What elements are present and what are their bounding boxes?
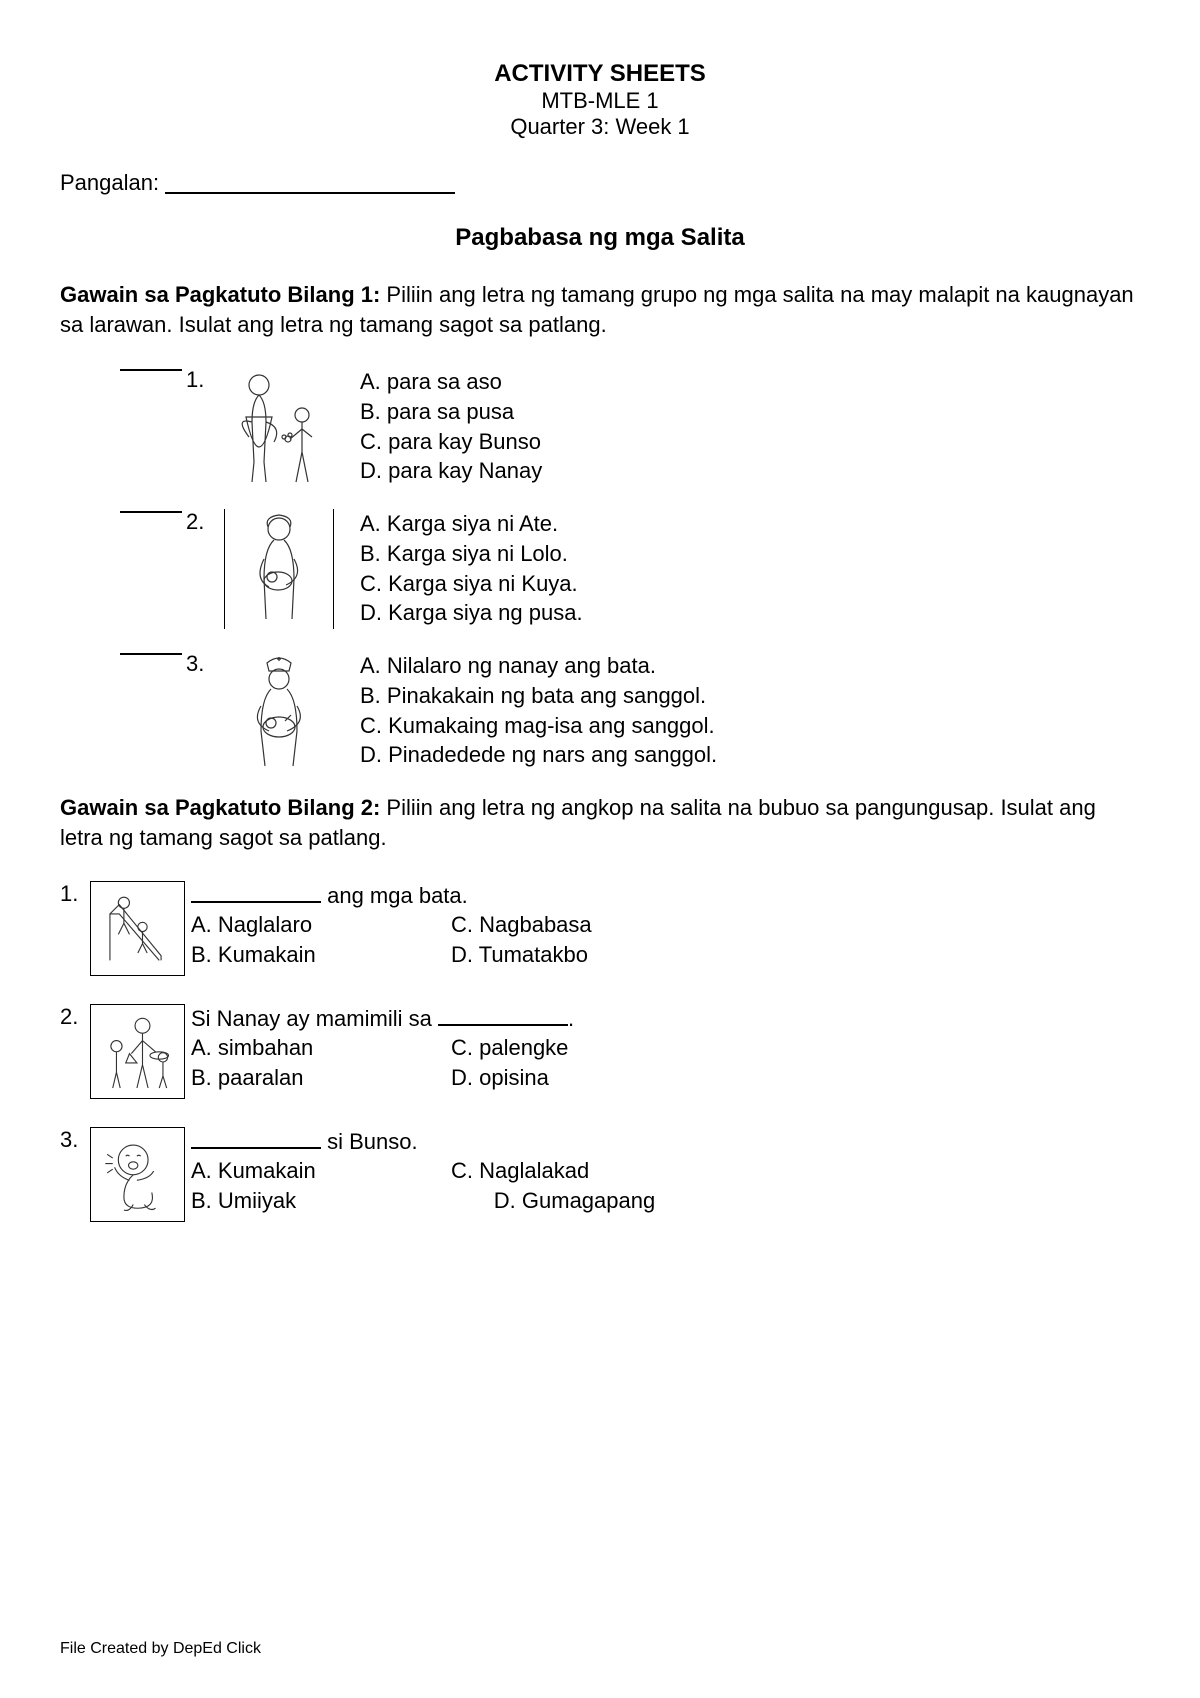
choice-a: A. simbahan bbox=[191, 1033, 451, 1063]
choice-a: A. para sa aso bbox=[360, 367, 542, 397]
header: ACTIVITY SHEETS MTB-MLE 1 Quarter 3: Wee… bbox=[60, 60, 1140, 140]
item-number: 3. bbox=[186, 651, 214, 677]
answer-blank[interactable] bbox=[120, 653, 182, 655]
gawain1-instructions: Gawain sa Pagkatuto Bilang 1: Piliin ang… bbox=[60, 280, 1140, 339]
g1-item-1: 1. A. para sa aso B. para sa pusa C. par… bbox=[60, 367, 1140, 487]
choice-c: C. Nagbabasa bbox=[451, 910, 711, 940]
sentence-post: . bbox=[568, 1006, 574, 1031]
mother-market-icon bbox=[90, 1004, 185, 1099]
col-1: A. simbahan B. paaralan bbox=[191, 1033, 451, 1092]
answer-blank[interactable] bbox=[120, 369, 182, 371]
choice-b: B. paaralan bbox=[191, 1063, 451, 1093]
choice-a: A. Kumakain bbox=[191, 1156, 451, 1186]
g2-item-3: 3. si Bunso. A. Kumakain B. Umiiyak bbox=[60, 1127, 1140, 1222]
item-number: 2. bbox=[60, 1004, 90, 1030]
sentence-post: ang mga bata. bbox=[321, 883, 468, 908]
choice-c: C. para kay Bunso bbox=[360, 427, 542, 457]
crying-baby-icon bbox=[90, 1127, 185, 1222]
col-1: A. Naglalaro B. Kumakain bbox=[191, 910, 451, 969]
illustration-wrap bbox=[214, 651, 344, 771]
g1-item-3: 3. A. Nilalaro ng nanay ang bata. B. Pin… bbox=[60, 651, 1140, 771]
gawain2-instructions: Gawain sa Pagkatuto Bilang 2: Piliin ang… bbox=[60, 793, 1140, 852]
choice-c: C. Kumakaing mag-isa ang sanggol. bbox=[360, 711, 717, 741]
g2-item-1: 1. ang mga bata. A. Naglalaro B. Kumakai… bbox=[60, 881, 1140, 976]
children-slide-icon bbox=[90, 881, 185, 976]
illustration-wrap bbox=[214, 509, 344, 629]
sentence-post: si Bunso. bbox=[321, 1129, 418, 1154]
sentence: Si Nanay ay mamimili sa . bbox=[191, 1004, 1140, 1034]
choice-b: B. Kumakain bbox=[191, 940, 451, 970]
answer-blank[interactable] bbox=[120, 511, 182, 513]
sentence: si Bunso. bbox=[191, 1127, 1140, 1157]
choice-d: D. opisina bbox=[451, 1063, 711, 1093]
choice-c: C. Naglalakad bbox=[451, 1156, 711, 1186]
choice-a: A. Nilalaro ng nanay ang bata. bbox=[360, 651, 717, 681]
g2-item-2: 2. Si Nanay ay mamimili sa . A. simbahan… bbox=[60, 1004, 1140, 1099]
sister-carrying-baby-icon bbox=[224, 509, 334, 629]
sentence-pre: Si Nanay ay mamimili sa bbox=[191, 1006, 438, 1031]
fill-blank[interactable] bbox=[438, 1024, 568, 1026]
subtitle-2: Quarter 3: Week 1 bbox=[60, 114, 1140, 140]
sentence: ang mga bata. bbox=[191, 881, 1140, 911]
choice-a: A. Naglalaro bbox=[191, 910, 451, 940]
section-title: Pagbabasa ng mga Salita bbox=[60, 224, 1140, 252]
choice-d: D. Tumatakbo bbox=[451, 940, 711, 970]
choice-b: B. para sa pusa bbox=[360, 397, 542, 427]
col-2: C. Nagbabasa D. Tumatakbo bbox=[451, 910, 711, 969]
choice-d: D. Pinadedede ng nars ang sanggol. bbox=[360, 740, 717, 770]
choice-c: C. palengke bbox=[451, 1033, 711, 1063]
item-body: si Bunso. A. Kumakain B. Umiiyak C. Nagl… bbox=[191, 1127, 1140, 1216]
choice-columns: A. Naglalaro B. Kumakain C. Nagbabasa D.… bbox=[191, 910, 1140, 969]
choices: A. para sa aso B. para sa pusa C. para k… bbox=[360, 367, 542, 486]
choice-a: A. Karga siya ni Ate. bbox=[360, 509, 583, 539]
fill-blank[interactable] bbox=[191, 1147, 321, 1149]
fill-blank[interactable] bbox=[191, 901, 321, 903]
choice-d: D. para kay Nanay bbox=[360, 456, 542, 486]
item-body: ang mga bata. A. Naglalaro B. Kumakain C… bbox=[191, 881, 1140, 970]
name-label: Pangalan: bbox=[60, 170, 159, 195]
illustration-wrap bbox=[214, 367, 344, 487]
choice-d: D. Gumagapang bbox=[451, 1186, 711, 1216]
item-number: 1. bbox=[60, 881, 90, 907]
mother-child-flowers-icon bbox=[224, 367, 334, 487]
item-body: Si Nanay ay mamimili sa . A. simbahan B.… bbox=[191, 1004, 1140, 1093]
choice-columns: A. Kumakain B. Umiiyak C. Naglalakad D. … bbox=[191, 1156, 1140, 1215]
name-field-row: Pangalan: bbox=[60, 170, 1140, 196]
footer-credit: File Created by DepEd Click bbox=[60, 1640, 261, 1658]
choices: A. Nilalaro ng nanay ang bata. B. Pinaka… bbox=[360, 651, 717, 770]
item-number: 2. bbox=[186, 509, 214, 535]
choice-b: B. Pinakakain ng bata ang sanggol. bbox=[360, 681, 717, 711]
g1-item-2: 2. A. Karga siya ni Ate. B. Karga siya n… bbox=[60, 509, 1140, 629]
nurse-feeding-baby-icon bbox=[224, 651, 334, 771]
choice-columns: A. simbahan B. paaralan C. palengke D. o… bbox=[191, 1033, 1140, 1092]
main-title: ACTIVITY SHEETS bbox=[60, 60, 1140, 88]
choice-d: D. Karga siya ng pusa. bbox=[360, 598, 583, 628]
choices: A. Karga siya ni Ate. B. Karga siya ni L… bbox=[360, 509, 583, 628]
choice-b: B. Umiiyak bbox=[191, 1186, 451, 1216]
col-2: C. Naglalakad D. Gumagapang bbox=[451, 1156, 711, 1215]
col-2: C. palengke D. opisina bbox=[451, 1033, 711, 1092]
gawain2-block: 1. ang mga bata. A. Naglalaro B. Kumakai… bbox=[60, 881, 1140, 1222]
gawain2-lead: Gawain sa Pagkatuto Bilang 2: bbox=[60, 795, 380, 820]
choice-b: B. Karga siya ni Lolo. bbox=[360, 539, 583, 569]
gawain1-lead: Gawain sa Pagkatuto Bilang 1: bbox=[60, 282, 380, 307]
subtitle-1: MTB-MLE 1 bbox=[60, 88, 1140, 114]
choice-c: C. Karga siya ni Kuya. bbox=[360, 569, 583, 599]
item-number: 1. bbox=[186, 367, 214, 393]
col-1: A. Kumakain B. Umiiyak bbox=[191, 1156, 451, 1215]
item-number: 3. bbox=[60, 1127, 90, 1153]
name-blank[interactable] bbox=[165, 192, 455, 194]
